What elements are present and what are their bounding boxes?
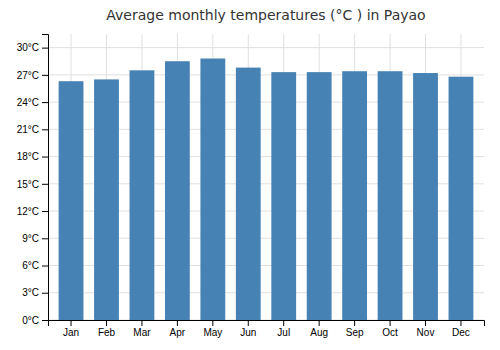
tick-mark <box>212 320 213 326</box>
tick-label: 6°C <box>22 260 39 271</box>
tick: Aug <box>310 320 328 338</box>
tick-mark <box>42 102 48 103</box>
bar <box>271 72 296 320</box>
axis-line <box>49 321 485 327</box>
tick-mark <box>177 320 178 326</box>
tick-mark <box>42 129 48 130</box>
y-axis: 0°C 3°C 6°C 9°C 12°C 15°C 18°C 21°C 24°C 27°C 30°C <box>17 35 49 326</box>
tick-label: 27°C <box>17 70 39 81</box>
tick-label: Jan <box>63 327 79 338</box>
tick: Mar <box>133 320 151 338</box>
bar <box>342 71 367 320</box>
tick-mark <box>42 184 48 185</box>
tick-mark <box>248 320 249 326</box>
tick-label: Mar <box>133 327 151 338</box>
tick-label: Dec <box>452 327 470 338</box>
tick-mark <box>319 320 320 326</box>
tick: 15°C <box>17 179 48 190</box>
tick-label: Nov <box>417 327 435 338</box>
tick-label: Sep <box>346 327 364 338</box>
bar <box>307 72 332 320</box>
bar <box>130 70 155 320</box>
tick-mark <box>425 320 426 326</box>
tick-label: Aug <box>310 327 328 338</box>
tick-label: Feb <box>98 327 116 338</box>
tick-label: 15°C <box>17 179 39 190</box>
tick-mark <box>42 266 48 267</box>
grid-line-y <box>48 47 484 48</box>
chart: 0°C 3°C 6°C 9°C 12°C 15°C 18°C 21°C 24°C 27°C 30°C… <box>0 0 500 350</box>
tick-mark <box>42 238 48 239</box>
tick: Nov <box>417 320 435 338</box>
tick: 24°C <box>17 97 48 108</box>
bar <box>378 71 403 320</box>
tick-mark <box>42 75 48 76</box>
bar <box>236 68 261 320</box>
tick-label: Jun <box>240 327 256 338</box>
tick-label: 3°C <box>22 287 39 298</box>
tick: Jun <box>240 320 256 338</box>
tick-label: Jul <box>277 327 290 338</box>
tick-mark <box>390 320 391 326</box>
tick-label: 9°C <box>22 233 39 244</box>
tick-mark <box>283 320 284 326</box>
tick: 12°C <box>17 206 48 217</box>
tick: 27°C <box>17 70 48 81</box>
axis-line <box>42 35 49 321</box>
plot: 0°C 3°C 6°C 9°C 12°C 15°C 18°C 21°C 24°C 27°C 30°C… <box>17 34 485 338</box>
tick: 3°C <box>22 287 48 298</box>
tick: Oct <box>382 320 398 338</box>
tick-label: 18°C <box>17 151 39 162</box>
tick-mark <box>42 48 48 49</box>
tick-label: 21°C <box>17 124 39 135</box>
tick: Apr <box>170 320 186 338</box>
tick-label: 12°C <box>17 206 39 217</box>
tick-mark <box>354 320 355 326</box>
grid <box>48 34 484 320</box>
tick-mark <box>141 320 142 326</box>
x-axis: Jan Feb Mar Apr May Jun Jul Aug Sep Oct Nov Dec <box>49 320 485 338</box>
tick-label: 30°C <box>17 42 39 53</box>
title: Average monthly temperatures (°C ) in Pa… <box>106 7 425 23</box>
tick-mark <box>42 320 48 321</box>
bar <box>200 59 225 320</box>
tick-mark <box>42 211 48 212</box>
tick-label: 0°C <box>22 315 39 326</box>
tick: May <box>203 320 222 338</box>
bar <box>449 77 474 320</box>
tick: 0°C <box>22 315 48 326</box>
tick: 30°C <box>17 42 48 53</box>
tick: Feb <box>98 320 116 338</box>
tick: 6°C <box>22 260 48 271</box>
tick-label: 24°C <box>17 97 39 108</box>
tick: 21°C <box>17 124 48 135</box>
bar <box>165 61 190 320</box>
tick: Jul <box>277 320 290 338</box>
tick-label: Apr <box>170 327 186 338</box>
bar <box>94 79 119 320</box>
tick: Sep <box>346 320 364 338</box>
tick-mark <box>460 320 461 326</box>
bar <box>59 81 84 320</box>
tick: 9°C <box>22 233 48 244</box>
tick: 18°C <box>17 151 48 162</box>
tick-mark <box>42 293 48 294</box>
bar <box>413 73 438 320</box>
tick: Jan <box>63 320 79 338</box>
bars <box>59 59 474 320</box>
tick-mark <box>71 320 72 326</box>
tick-label: Oct <box>382 327 398 338</box>
tick-label: May <box>203 327 222 338</box>
tick: Dec <box>452 320 470 338</box>
tick-mark <box>106 320 107 326</box>
tick-mark <box>42 157 48 158</box>
